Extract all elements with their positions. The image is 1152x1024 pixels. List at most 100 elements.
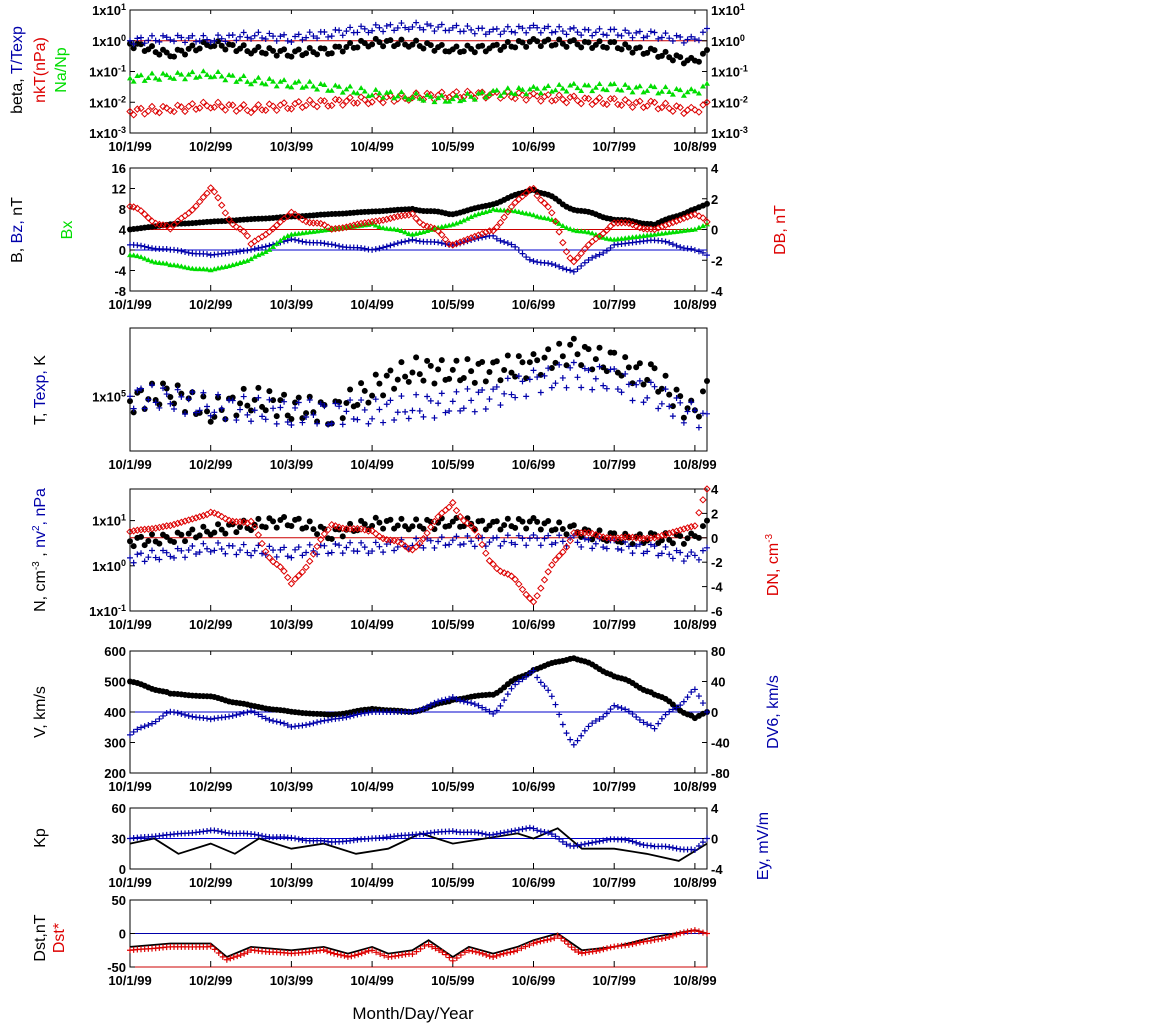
data-point bbox=[482, 405, 489, 412]
data-point bbox=[369, 392, 376, 399]
x-tick-label: 10/4/99 bbox=[350, 973, 393, 988]
data-point bbox=[625, 543, 632, 550]
data-point bbox=[350, 712, 357, 719]
data-point bbox=[479, 358, 486, 365]
data-point bbox=[310, 526, 317, 533]
data-point bbox=[669, 107, 677, 115]
data-point bbox=[237, 406, 244, 413]
data-point bbox=[599, 229, 607, 238]
data-point bbox=[247, 108, 255, 117]
data-point bbox=[427, 223, 435, 231]
data-point bbox=[533, 939, 540, 946]
data-point bbox=[365, 29, 372, 36]
data-point bbox=[288, 236, 295, 243]
label-part: Ey, mV/m bbox=[755, 812, 772, 880]
data-point bbox=[412, 214, 420, 223]
data-point bbox=[380, 43, 387, 50]
data-point bbox=[592, 375, 599, 382]
tick-exponent: 1 bbox=[740, 2, 745, 12]
data-point bbox=[204, 36, 211, 43]
data-point bbox=[669, 241, 676, 248]
tick-exponent: -2 bbox=[740, 94, 748, 104]
data-point bbox=[182, 51, 189, 58]
y-tick-label-right: 4 bbox=[711, 161, 719, 176]
data-point bbox=[559, 374, 566, 381]
data-point bbox=[160, 70, 167, 76]
data-point bbox=[654, 224, 662, 232]
data-point bbox=[688, 928, 695, 935]
data-point bbox=[262, 230, 270, 239]
data-point bbox=[266, 716, 273, 723]
data-point bbox=[662, 48, 669, 55]
data-point bbox=[398, 20, 405, 27]
data-point bbox=[409, 369, 416, 376]
data-point bbox=[493, 707, 500, 714]
data-point bbox=[210, 103, 219, 111]
data-point bbox=[314, 420, 321, 427]
data-point bbox=[559, 28, 566, 35]
data-point bbox=[314, 531, 321, 538]
data-point bbox=[453, 43, 460, 50]
y-axis-label: V, km/s bbox=[32, 686, 49, 738]
data-point bbox=[130, 78, 137, 84]
data-point bbox=[504, 87, 512, 96]
data-point bbox=[497, 830, 504, 837]
label-part: K bbox=[32, 355, 49, 366]
data-point bbox=[357, 219, 365, 228]
data-point bbox=[255, 43, 262, 50]
data-point bbox=[541, 25, 548, 32]
data-point bbox=[617, 101, 626, 109]
data-point bbox=[519, 378, 526, 385]
data-point bbox=[479, 89, 486, 95]
data-point bbox=[658, 34, 665, 41]
data-point bbox=[148, 102, 156, 111]
data-point bbox=[314, 51, 321, 58]
data-point bbox=[493, 564, 501, 573]
data-point bbox=[457, 219, 464, 225]
data-point bbox=[163, 385, 170, 392]
data-point bbox=[244, 411, 251, 418]
data-point bbox=[460, 516, 468, 525]
data-point bbox=[504, 515, 511, 522]
data-point bbox=[438, 92, 445, 98]
data-point bbox=[354, 44, 361, 51]
data-point bbox=[380, 525, 387, 532]
data-point bbox=[237, 33, 244, 40]
data-point bbox=[515, 23, 522, 30]
x-tick-label: 10/3/99 bbox=[270, 297, 313, 312]
data-point bbox=[581, 245, 589, 253]
data-point bbox=[222, 38, 229, 45]
tick-exponent: 1 bbox=[121, 2, 126, 12]
data-point bbox=[240, 29, 247, 36]
data-point bbox=[255, 384, 262, 391]
data-point bbox=[244, 78, 251, 84]
data-point bbox=[556, 340, 563, 347]
data-point bbox=[314, 551, 321, 558]
data-point bbox=[578, 950, 585, 957]
data-point bbox=[622, 81, 629, 87]
data-point bbox=[292, 33, 299, 40]
data-point bbox=[416, 218, 424, 227]
data-point bbox=[552, 526, 559, 533]
data-point bbox=[376, 245, 383, 252]
data-point bbox=[493, 25, 500, 32]
data-point bbox=[511, 198, 519, 207]
data-point bbox=[347, 39, 354, 46]
data-point bbox=[479, 704, 486, 711]
data-point bbox=[376, 519, 383, 526]
data-point bbox=[405, 96, 412, 102]
data-point bbox=[563, 43, 570, 50]
data-point bbox=[321, 403, 328, 410]
data-point bbox=[526, 359, 533, 366]
data-point bbox=[695, 508, 703, 517]
data-point bbox=[240, 72, 247, 78]
data-point bbox=[592, 717, 599, 724]
data-point bbox=[534, 38, 541, 45]
data-point bbox=[394, 522, 401, 529]
data-point bbox=[669, 38, 676, 45]
data-point bbox=[207, 412, 214, 419]
series-kp bbox=[129, 827, 708, 862]
data-point bbox=[251, 237, 259, 245]
data-point bbox=[206, 184, 215, 192]
x-tick-label: 10/2/99 bbox=[189, 779, 232, 794]
